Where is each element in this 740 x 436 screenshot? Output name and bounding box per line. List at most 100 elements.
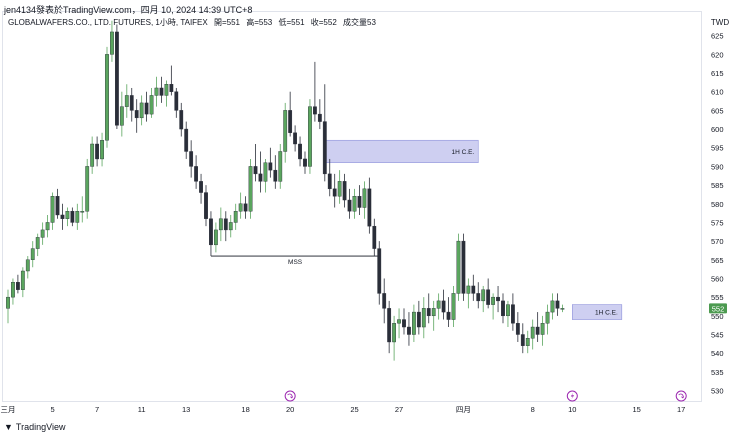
candle-body (327, 173, 332, 190)
x-tick-label: 20 (286, 405, 294, 414)
candle-body (303, 158, 307, 167)
candle-body (144, 102, 149, 115)
candle-body (174, 91, 179, 111)
candle-body (540, 323, 545, 335)
brand-name: TradingView (15, 422, 66, 432)
candle-body (293, 132, 297, 145)
y-tick-label: 570 (711, 237, 724, 246)
y-tick-label: 590 (711, 162, 724, 171)
candle-body (466, 285, 471, 294)
candle-body (357, 196, 362, 208)
candle-body (70, 211, 75, 223)
candle-body (372, 225, 377, 249)
candle-body (481, 289, 486, 302)
candle-body (45, 222, 50, 231)
candle-body (258, 173, 263, 182)
candle-body (124, 95, 129, 107)
y-tick-label: 545 (711, 331, 724, 340)
candle-body (387, 308, 392, 343)
candle-body (100, 140, 104, 160)
x-tick-label: 10 (568, 405, 576, 414)
candle-body (114, 31, 119, 126)
candle-body (134, 110, 139, 119)
candle-body (6, 296, 10, 309)
candle-body (169, 84, 174, 92)
candle-body (511, 304, 515, 324)
low-value: 低=551 (278, 18, 305, 27)
candle-body (337, 181, 342, 197)
candle-body (530, 326, 535, 339)
candle-body (308, 106, 312, 167)
high-value: 高=553 (246, 18, 273, 27)
candle-body (407, 326, 411, 335)
candle-body (179, 110, 184, 130)
candle-body (253, 166, 258, 175)
candle-body (218, 218, 223, 231)
x-tick-label: 25 (350, 405, 358, 414)
candle-body (347, 199, 352, 212)
mss-label: MSS (288, 259, 303, 266)
candle-body (362, 188, 367, 208)
y-tick-label: 605 (711, 106, 724, 115)
candle-body (471, 285, 476, 294)
y-tick-label: 600 (711, 125, 724, 134)
y-tick-label: 550 (711, 312, 724, 321)
y-tick-label: 555 (711, 293, 724, 302)
candle-body (80, 211, 85, 213)
x-tick-label: 13 (182, 405, 190, 414)
candle-body (85, 166, 90, 212)
ce-zone-label: 1H C.E. (451, 149, 474, 156)
candle-body (209, 218, 213, 246)
x-tick-label: 8 (531, 405, 535, 414)
publish-info: jen4134發表於TradingView.com，四月 10, 2024 14… (4, 5, 253, 15)
candle-body (204, 192, 208, 219)
currency-label[interactable]: TWD (710, 18, 730, 27)
candle-body (476, 293, 481, 302)
y-tick-label: 530 (711, 387, 724, 396)
x-tick-label: 5 (50, 405, 54, 414)
candle-body (149, 95, 154, 115)
y-tick-label: 595 (711, 144, 724, 153)
candle-body (317, 113, 322, 122)
candle-body (441, 300, 446, 313)
candle-body (486, 289, 491, 305)
x-tick-label: 15 (632, 405, 640, 414)
open-value: 開=551 (213, 18, 240, 27)
candle-body (545, 311, 550, 324)
dividend-event-icon (284, 390, 296, 402)
symbol-legend[interactable]: GLOBALWAFERS.CO., LTD. FUTURES, 1小時, TAI… (8, 17, 380, 28)
y-tick-label: 535 (711, 368, 724, 377)
y-tick-label: 580 (711, 200, 724, 209)
candle-body (154, 87, 159, 96)
candle-body (273, 169, 278, 182)
arrow-icon (287, 393, 294, 399)
y-tick-label: 560 (711, 274, 724, 283)
candle-body (412, 311, 416, 335)
volume-value: 成交量53 (343, 18, 376, 27)
candle-body (298, 143, 302, 160)
candle-body (194, 166, 198, 182)
y-tick-label: 620 (711, 50, 724, 59)
candle-body (228, 222, 233, 231)
candle-body (456, 240, 461, 294)
candle-body (11, 282, 15, 298)
candle-body (392, 323, 396, 343)
candle-body (16, 282, 20, 290)
candle-body (164, 84, 169, 96)
x-tick-label: 7 (95, 405, 99, 414)
dividend-event-icon (675, 390, 687, 402)
candle-body (535, 326, 540, 335)
y-tick-label: 585 (711, 181, 724, 190)
candle-body (119, 106, 124, 126)
candle-body (283, 110, 288, 152)
y-tick-label: 610 (711, 88, 724, 97)
candle-body (55, 196, 60, 216)
candle-body (397, 319, 401, 324)
y-tick-label: 565 (711, 256, 724, 265)
candle-body (342, 181, 347, 201)
footer-brand[interactable]: ▼ TradingView (4, 422, 65, 432)
candle-body (30, 248, 35, 260)
candle-body (95, 143, 100, 160)
symbol-name[interactable]: GLOBALWAFERS.CO., LTD. FUTURES, 1小時, TAI… (8, 18, 208, 27)
